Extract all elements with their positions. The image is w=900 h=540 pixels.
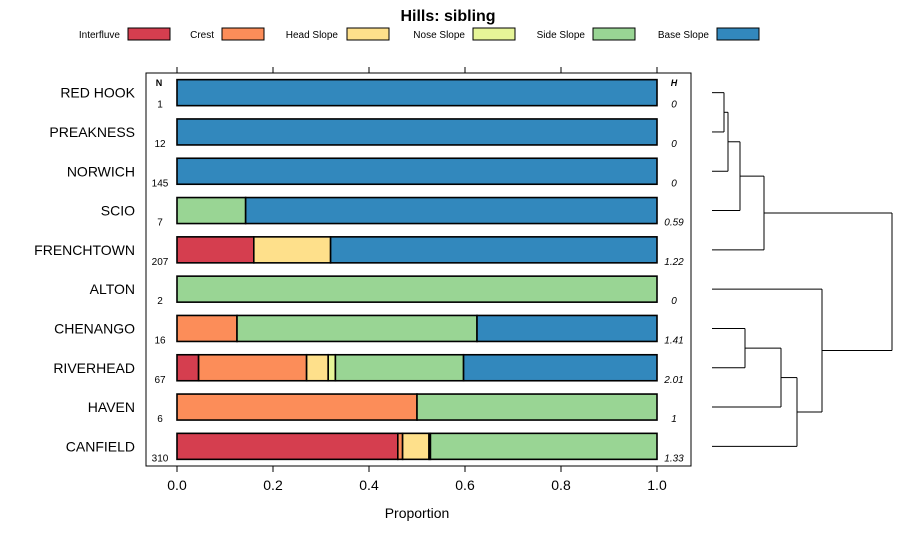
n-label-canfield: 310	[152, 453, 169, 464]
legend-label-interfluve: Interfluve	[79, 30, 121, 41]
plot-panel: 0.0 0.2 0.4 0.6 0.8 1.0 N H RED HOOK 1 0 PREAKNESS 1…	[34, 67, 692, 493]
h-label-red-hook: 0	[671, 100, 677, 111]
n-label-norwich: 145	[152, 178, 169, 189]
n-label-chenango: 16	[154, 335, 166, 346]
bar-segment-scio-base-slope	[244, 196, 658, 225]
legend-label-crest: Crest	[190, 30, 214, 41]
legend-label-side-slope: Side Slope	[537, 30, 586, 41]
n-label-alton: 2	[157, 296, 163, 307]
bar-segment-canfield-side-slope	[429, 432, 658, 461]
legend-swatch-nose-slope	[472, 27, 516, 41]
legend: Interfluve Crest Head Slope Nose Slope Side …	[79, 27, 760, 41]
bar-segment-frenchtown-base-slope	[329, 236, 658, 264]
h-label-canfield: 1.33	[664, 453, 684, 464]
bar-segment-haven-crest	[176, 393, 418, 421]
h-label-alton: 0	[671, 296, 677, 307]
legend-label-head-slope: Head Slope	[286, 30, 339, 41]
bar-segment-preakness-base-slope	[176, 118, 658, 146]
h-label-scio: 0.59	[664, 218, 684, 229]
category-label-norwich: NORWICH	[67, 163, 135, 179]
bar-segment-scio-side-slope	[176, 196, 247, 225]
category-label-red-hook: RED HOOK	[60, 85, 135, 101]
x-tick-label: 0.4	[359, 477, 379, 493]
bar-segment-frenchtown-interfluve	[176, 236, 255, 264]
category-label-haven: HAVEN	[88, 399, 135, 415]
legend-label-nose-slope: Nose Slope	[413, 30, 465, 41]
bar-segment-canfield-interfluve	[176, 432, 399, 461]
bar-segment-red-hook-base-slope	[176, 78, 658, 107]
legend-swatch-base-slope	[716, 27, 760, 41]
legend-swatch-interfluve	[127, 27, 171, 41]
bar-segment-riverhead-head-slope	[305, 353, 330, 382]
n-label-red-hook: 1	[157, 100, 163, 111]
h-label-chenango: 1.41	[664, 335, 683, 346]
bar-segment-chenango-base-slope	[476, 314, 658, 343]
x-tick-label: 0.6	[455, 477, 475, 493]
legend-swatch-side-slope	[592, 27, 636, 41]
bar-segment-norwich-base-slope	[176, 157, 658, 186]
legend-label-base-slope: Base Slope	[658, 30, 710, 41]
bar-segment-haven-side-slope	[416, 393, 658, 421]
legend-swatch-head-slope	[346, 27, 390, 41]
legend-swatch-crest	[221, 27, 265, 41]
bar-segment-chenango-crest	[176, 314, 238, 343]
bar-segment-riverhead-interfluve	[176, 353, 200, 382]
x-tick-label: 1.0	[647, 477, 667, 493]
bar-segment-riverhead-nose-slope	[327, 353, 337, 382]
n-label-preakness: 12	[154, 139, 166, 150]
bar-segment-riverhead-crest	[197, 353, 308, 382]
x-axis-label: Proportion	[385, 505, 450, 521]
category-label-alton: ALTON	[90, 281, 135, 297]
category-label-frenchtown: FRENCHTOWN	[34, 242, 135, 258]
x-tick-label: 0.0	[167, 477, 187, 493]
category-label-scio: SCIO	[101, 203, 135, 219]
bar-segment-alton-side-slope	[176, 275, 658, 303]
bar-segment-riverhead-side-slope	[334, 353, 465, 382]
n-label-frenchtown: 207	[152, 257, 169, 268]
bar-segment-riverhead-base-slope	[462, 353, 658, 382]
category-label-preakness: PREAKNESS	[49, 124, 135, 140]
x-tick-label: 0.8	[551, 477, 571, 493]
h-label-haven: 1	[671, 414, 677, 425]
category-label-riverhead: RIVERHEAD	[53, 360, 135, 376]
x-tick-label: 0.2	[263, 477, 283, 493]
bar-segment-chenango-side-slope	[236, 314, 478, 343]
h-label-frenchtown: 1.22	[664, 257, 684, 268]
n-label-haven: 6	[157, 414, 163, 425]
bar-segment-canfield-head-slope	[401, 432, 430, 461]
h-label-riverhead: 2.01	[663, 375, 683, 386]
dendrogram	[712, 92, 893, 447]
category-label-canfield: CANFIELD	[66, 438, 135, 454]
h-label-preakness: 0	[671, 139, 677, 150]
h-label-norwich: 0	[671, 178, 677, 189]
panel-frame	[145, 72, 692, 467]
n-column-header: N	[156, 78, 163, 88]
bar-segment-frenchtown-head-slope	[253, 236, 332, 264]
n-label-riverhead: 67	[154, 375, 166, 386]
n-label-scio: 7	[157, 218, 163, 229]
category-label-chenango: CHENANGO	[54, 320, 135, 336]
h-column-header: H	[671, 78, 678, 88]
chart-title: Hills: sibling	[400, 8, 495, 25]
